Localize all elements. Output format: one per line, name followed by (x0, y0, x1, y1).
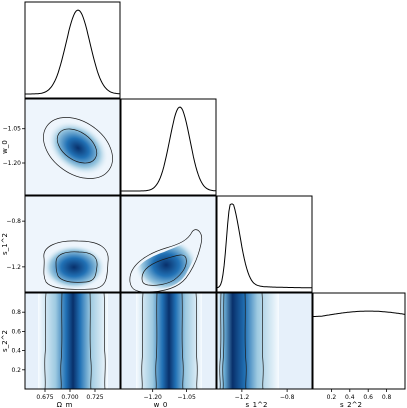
contour-inner-right-w0-s2 (181, 292, 184, 390)
axes-ticks: 0.675 0.700 0.725 Ω_m −1.20 −1.05 w_0 −1.2 −0.8 s… (1, 126, 392, 408)
panel-frames (24, 1, 406, 390)
frame-s1-s2 (216, 292, 313, 390)
ytick-label-s1-1: −0.8 (6, 218, 21, 225)
contour-inner-left-om-s2 (60, 292, 63, 390)
ytick-label-w0-1: −1.05 (3, 126, 22, 133)
marginal-curve-om (25, 9, 121, 95)
xlabel-w0: w_0 (154, 401, 168, 408)
density-om-s2 (38, 293, 108, 389)
ylabel-w0: w_0 (1, 140, 9, 154)
marginal-curve-s2 (312, 310, 406, 318)
ylabel-s2: s_2^2 (1, 330, 9, 352)
panel-s1-s2 (217, 292, 279, 390)
xtick-label-s2-2: 0.6 (363, 394, 373, 401)
density-w0-s2 (136, 293, 202, 389)
frame-w0-s1 (120, 195, 217, 293)
marginal-curves (25, 9, 406, 318)
xtick-label-s2-1: 0.4 (345, 394, 355, 401)
density-w0-s1 (133, 234, 199, 290)
contour-outer-right-s1-s2 (261, 292, 264, 390)
xlabel-om: Ω_m (57, 401, 73, 408)
frame-om (24, 1, 121, 99)
contour-inner-right-om-s2 (89, 292, 92, 390)
contour-inner-right-s1-s2 (244, 292, 247, 390)
xtick-label-w0-0: −1.20 (143, 394, 162, 401)
contour-inner-w0-s1 (141, 254, 187, 286)
contour-outer-om-s1 (43, 240, 109, 290)
contour-inner-left-w0-s2 (155, 292, 158, 390)
contour-inner-left-s1-s2 (222, 292, 225, 390)
contour-outer-right-w0-s2 (195, 292, 198, 390)
frame-w0-s2 (120, 292, 217, 390)
contour-inner-om-w0 (56, 128, 98, 164)
xtick-label-om-1: 0.700 (61, 394, 78, 401)
contour-outer-right-om-s2 (103, 292, 106, 390)
panel-w0-s2 (136, 292, 202, 390)
density-s1-s2 (217, 293, 279, 389)
marginal-curve-w0 (121, 106, 216, 192)
ylabel-s1: s_1^2 (1, 233, 9, 255)
xtick-label-om-0: 0.675 (36, 394, 53, 401)
ytick-label-s2-0: 0.2 (11, 367, 21, 374)
contour-outer-left-w0-s2 (141, 292, 144, 390)
xlabel-s1: s_1^2 (246, 401, 268, 408)
ytick-label-s2-1: 0.4 (11, 348, 21, 355)
marginal-curve-s1 (216, 203, 312, 289)
xtick-label-om-2: 0.725 (86, 394, 103, 401)
ytick-label-s2-2: 0.6 (11, 328, 21, 335)
contour-outer-om-w0 (43, 117, 113, 179)
ytick-label-w0-0: −1.20 (3, 160, 22, 167)
panel-om-w0 (43, 117, 113, 179)
frame-w0 (120, 98, 217, 196)
frame-om-w0 (24, 98, 121, 196)
density-om-s1 (42, 242, 106, 288)
contour-inner-om-s1 (55, 251, 98, 283)
ytick-label-s2-3: 0.8 (11, 309, 21, 316)
contour-outer-left-s1-s2 (219, 292, 222, 390)
contour-outer-left-om-s2 (44, 292, 47, 390)
panel-om-s1 (42, 240, 109, 290)
frame-om-s2 (24, 292, 121, 390)
xtick-label-w0-1: −1.05 (177, 394, 196, 401)
xlabel-s2: s_2^2 (340, 401, 362, 408)
ytick-label-s1-0: −1.2 (6, 264, 21, 271)
xtick-label-s1-1: −0.8 (280, 394, 295, 401)
panel-om-s2 (38, 292, 108, 390)
frame-s2 (312, 292, 406, 390)
frame-om-s1 (24, 195, 121, 293)
density-om-w0 (46, 120, 110, 176)
xtick-label-s2-0: 0.2 (327, 394, 337, 401)
xtick-label-s1-0: −1.2 (235, 394, 250, 401)
xtick-label-s2-3: 0.8 (382, 394, 392, 401)
frame-s1 (216, 195, 313, 293)
